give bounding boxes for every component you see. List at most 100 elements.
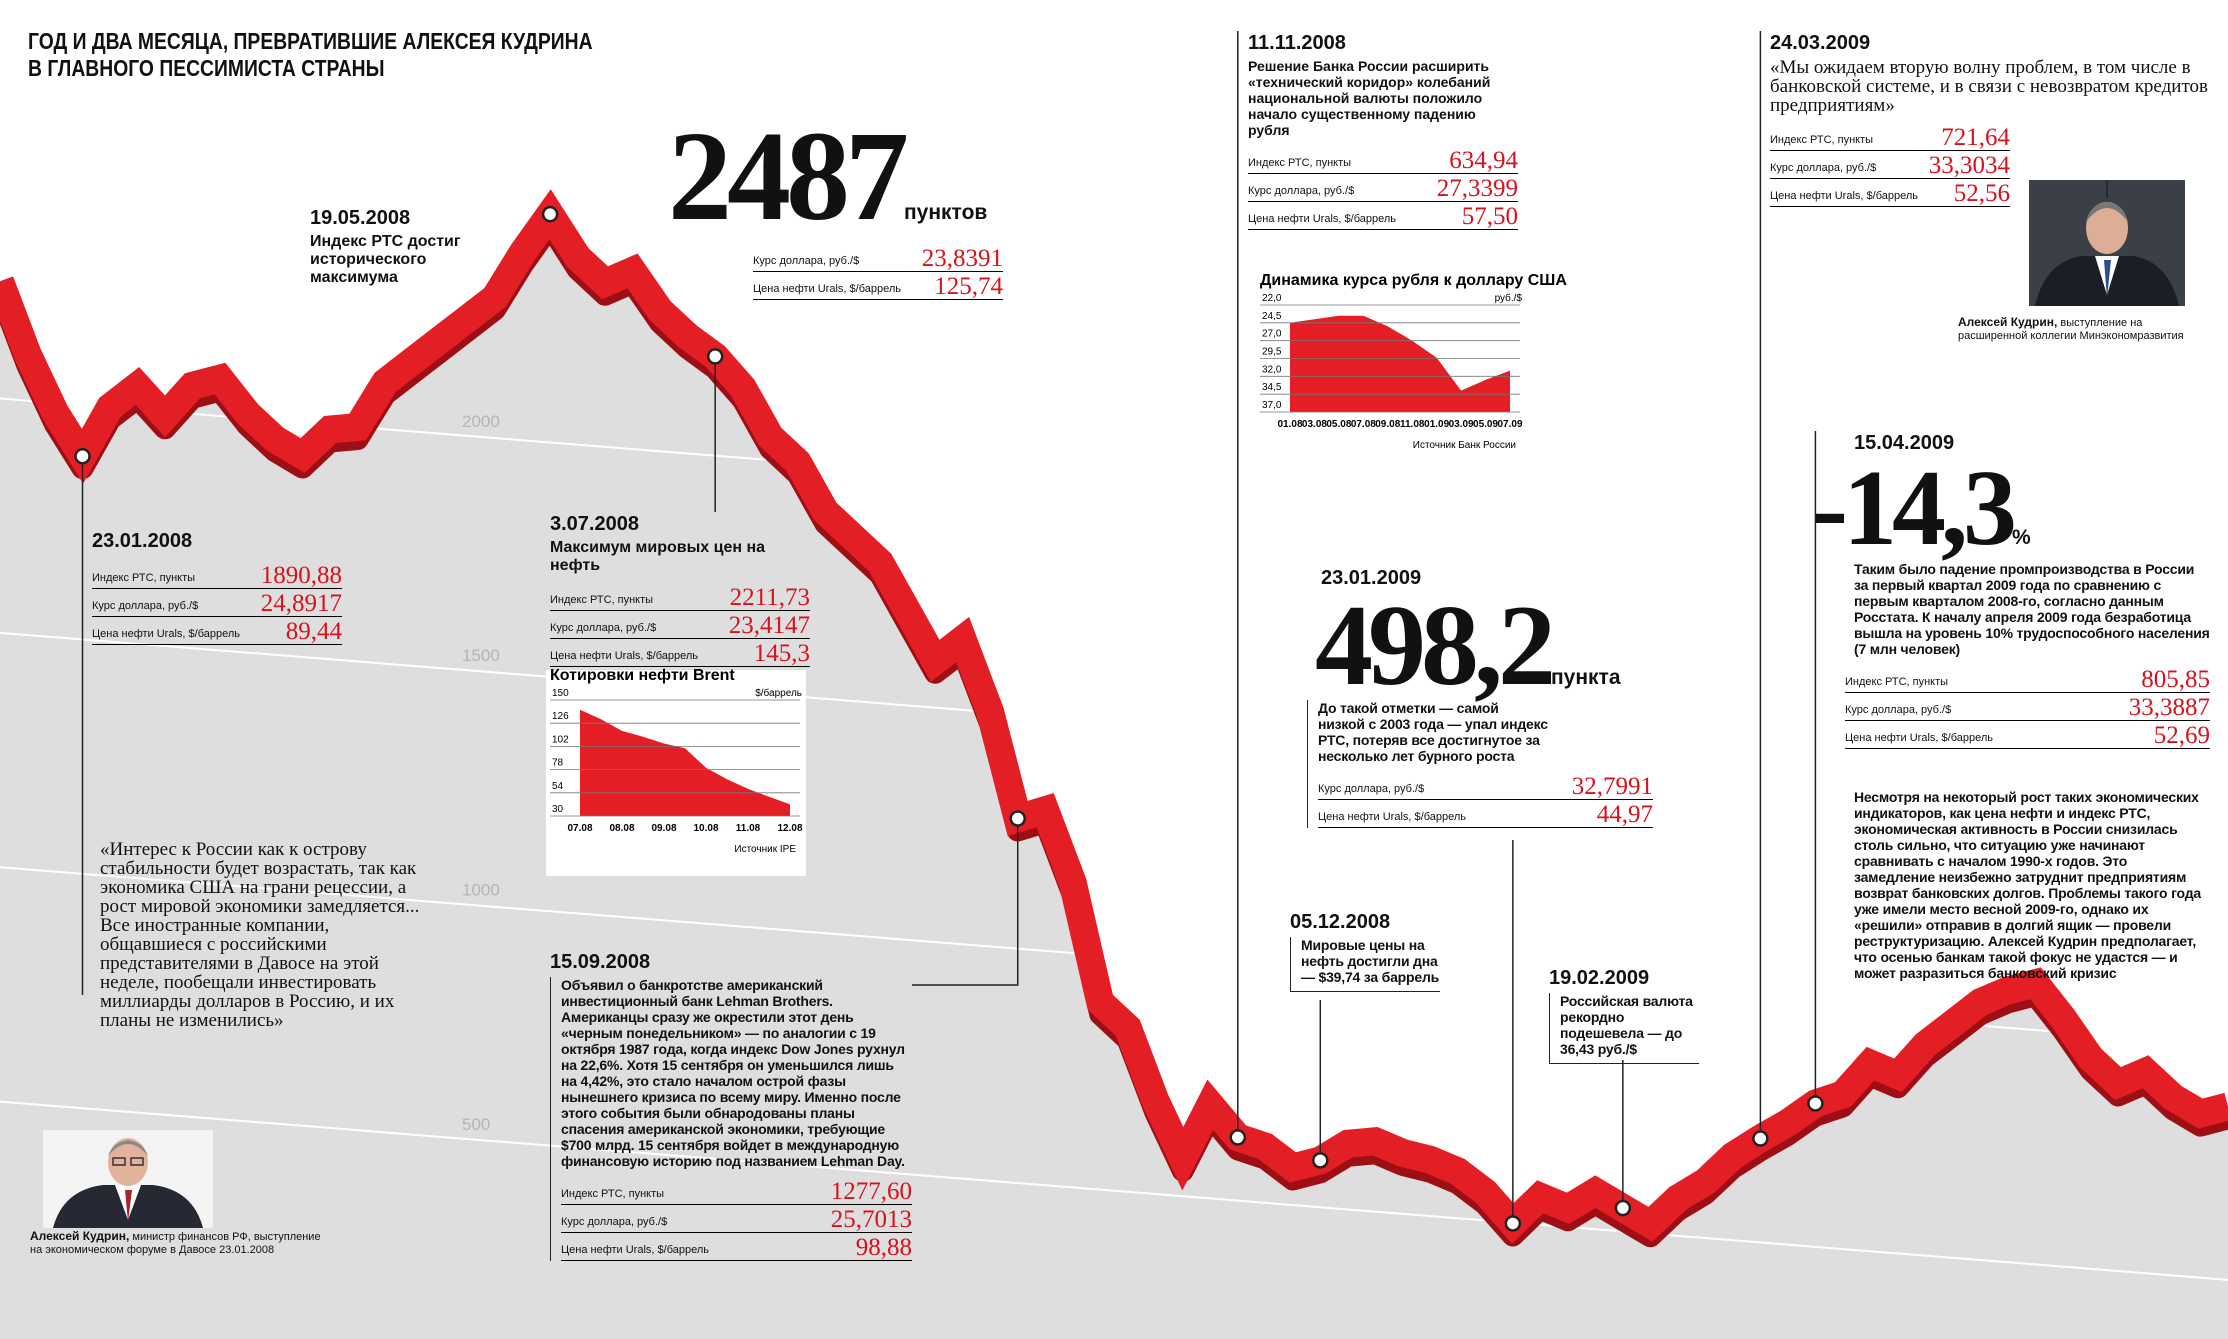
y-tick-label: 32,0 — [1262, 364, 1282, 375]
event-marker — [1229, 1129, 1247, 1146]
stat-value: 24,8917 — [260, 590, 342, 617]
stat-label: Курс доллара, руб./$ — [1845, 704, 1952, 716]
date: 3.07.2008 — [550, 513, 639, 535]
stat-label: Цена нефти Urals, $/баррель — [92, 628, 241, 640]
big-value: 498,2 — [1315, 582, 1556, 710]
stat-label: Курс доллара, руб./$ — [92, 600, 199, 612]
stat-value: 23,8391 — [921, 245, 1003, 272]
caption-name: Алексей Кудрин, — [30, 1229, 130, 1243]
stat-row: Цена нефти Urals, $/баррель 125,74 — [753, 272, 1003, 300]
x-tick-label: 01.08 — [1277, 419, 1302, 430]
date: 19.05.2008 — [310, 207, 411, 229]
y-axis-label: руб./$ — [1495, 292, 1523, 304]
stat-label: Цена нефти Urals, $/баррель — [1318, 811, 1467, 823]
text: Мировые цены на нефть достигли дна — $39… — [1290, 937, 1440, 992]
line — [0, 189, 2228, 1244]
x-tick-label: 09.08 — [1375, 419, 1400, 430]
stat-row: Курс доллара, руб./$ 25,7013 — [561, 1205, 912, 1233]
stat-value: 52,69 — [2153, 722, 2210, 749]
event-marker — [541, 205, 559, 223]
x-tick-label: 07.09 — [1497, 419, 1522, 430]
big-value: -14,3 — [1812, 449, 2017, 568]
stat-row: Курс доллара, руб./$ 23,4147 — [550, 611, 810, 639]
stat-row: Курс доллара, руб./$ 33,3887 — [1845, 693, 2210, 721]
annotation: 05.12.2008 Мировые цены на нефть достигл… — [1290, 910, 1440, 992]
stat-value: 145,3 — [753, 640, 810, 667]
stat-value: 33,3034 — [1928, 152, 2010, 179]
title-line: В ГЛАВНОГО ПЕССИМИСТА СТРАНЫ — [28, 55, 385, 81]
y-tick-label: 34,5 — [1262, 382, 1282, 393]
y-tick-label: 24,5 — [1262, 311, 1282, 322]
stat-row: Цена нефти Urals, $/баррель 44,97 — [1318, 800, 1653, 828]
event-marker — [1312, 1152, 1329, 1169]
stat-row: Цена нефти Urals, $/баррель 52,56 — [1770, 179, 2010, 207]
stat-value: 125,74 — [934, 273, 1003, 300]
connector — [912, 818, 1019, 986]
stat-label: Курс доллара, руб./$ — [550, 622, 657, 634]
y-axis-label: $/баррель — [755, 687, 802, 699]
stats: Курс доллара, руб./$ 32,7991 Цена нефти Ur… — [1318, 772, 1653, 828]
source: Источник IPE — [734, 844, 796, 855]
y-tick-label: 54 — [552, 781, 564, 792]
stat-value: 98,88 — [855, 1234, 912, 1261]
x-tick-label: 07.08 — [1351, 419, 1376, 430]
stat-label: Индекс РТС, пункты — [561, 1188, 665, 1200]
stats: Индекс РТС, пункты 1890,88 Курс доллара, р… — [92, 561, 342, 645]
caption-role: выступление на расширенной коллегии Минэ… — [1958, 317, 2184, 342]
x-tick-label: 11.08 — [736, 823, 761, 834]
stats: Индекс РТС, пункты 1277,60 Курс доллара, р… — [561, 1177, 912, 1261]
stat-row: Индекс РТС, пункты 1277,60 — [561, 1177, 912, 1205]
photo-caption: Алексей Кудрин, выступление на расширенн… — [1958, 316, 2198, 343]
stat-value: 23,4147 — [728, 612, 810, 639]
stats: Курс доллара, руб./$ 23,8391 Цена нефти Ur… — [753, 244, 1003, 300]
stat-label: Курс доллара, руб./$ — [561, 1216, 668, 1228]
stat-label: Курс доллара, руб./$ — [1248, 185, 1355, 197]
stat-value: 634,94 — [1449, 147, 1518, 174]
quote: «Интерес к России как к острову стабильн… — [100, 839, 420, 1031]
stat-label: Индекс РТС, пункты — [1248, 157, 1352, 169]
stat-row: Индекс РТС, пункты 721,64 — [1770, 123, 2010, 151]
stat-row: Индекс РТС, пункты 2211,73 — [550, 583, 810, 611]
area — [580, 709, 790, 816]
stat-label: Курс доллара, руб./$ — [1770, 162, 1877, 174]
stat-row: Цена нефти Urals, $/баррель 52,69 — [1845, 721, 2210, 749]
date: 19.02.2009 — [1549, 967, 1650, 989]
grid-line — [0, 631, 2228, 813]
mini-title: Котировки нефти Brent — [550, 667, 735, 684]
event-marker — [74, 447, 91, 465]
y-tick-label: 150 — [552, 688, 569, 699]
stat-value: 721,64 — [1941, 124, 2010, 151]
stat-label: Цена нефти Urals, $/баррель — [1845, 732, 1994, 744]
y-tick-label: 1000 — [462, 881, 500, 900]
grid-line — [0, 1100, 2228, 1281]
stat-value: 89,44 — [285, 618, 342, 645]
stat-row: Индекс РТС, пункты 634,94 — [1248, 146, 1518, 174]
photo — [43, 1130, 213, 1228]
big-value: 2487 — [668, 105, 909, 247]
stat-row: Индекс РТС, пункты 805,85 — [1845, 665, 2210, 693]
big-number: 498,2пункта — [1315, 588, 1621, 736]
x-tick-label: 03.09 — [1449, 419, 1474, 430]
caption-role: министр финансов РФ, выступление на экон… — [30, 1231, 321, 1256]
stat-row: Цена нефти Urals, $/баррель 145,3 — [550, 639, 810, 667]
stat-label: Цена нефти Urals, $/баррель — [753, 283, 902, 295]
annotation: 19.05.2008 Индекс РТС достиг историческо… — [310, 206, 485, 287]
title: ГОД И ДВА МЕСЯЦА, ПРЕВРАТИВШИЕ АЛЕКСЕЯ К… — [28, 28, 593, 82]
stat-row: Курс доллара, руб./$ 23,8391 — [753, 244, 1003, 272]
area — [1290, 315, 1510, 412]
big-unit: пунктов — [904, 201, 988, 224]
y-tick-label: 78 — [552, 758, 564, 769]
date: 05.12.2008 — [1290, 911, 1391, 933]
stat-value: 33,3887 — [2128, 694, 2210, 721]
y-tick-label: 2000 — [462, 412, 500, 431]
annotation: 23.01.2008 Индекс РТС, пункты 1890,88 Курс… — [92, 529, 342, 645]
stat-label: Индекс РТС, пункты — [1845, 676, 1949, 688]
stat-value: 2211,73 — [729, 584, 810, 611]
x-tick-label: 11.08 — [1400, 419, 1425, 430]
source: Источник Банк России — [1413, 440, 1516, 451]
x-tick-label: 08.08 — [609, 823, 634, 834]
heading: Индекс РТС достиг исторического максимум… — [310, 233, 461, 286]
x-tick-label: 05.09 — [1473, 419, 1498, 430]
quote: «Мы ожидаем вторую волну проблем, в том … — [1770, 57, 2208, 116]
